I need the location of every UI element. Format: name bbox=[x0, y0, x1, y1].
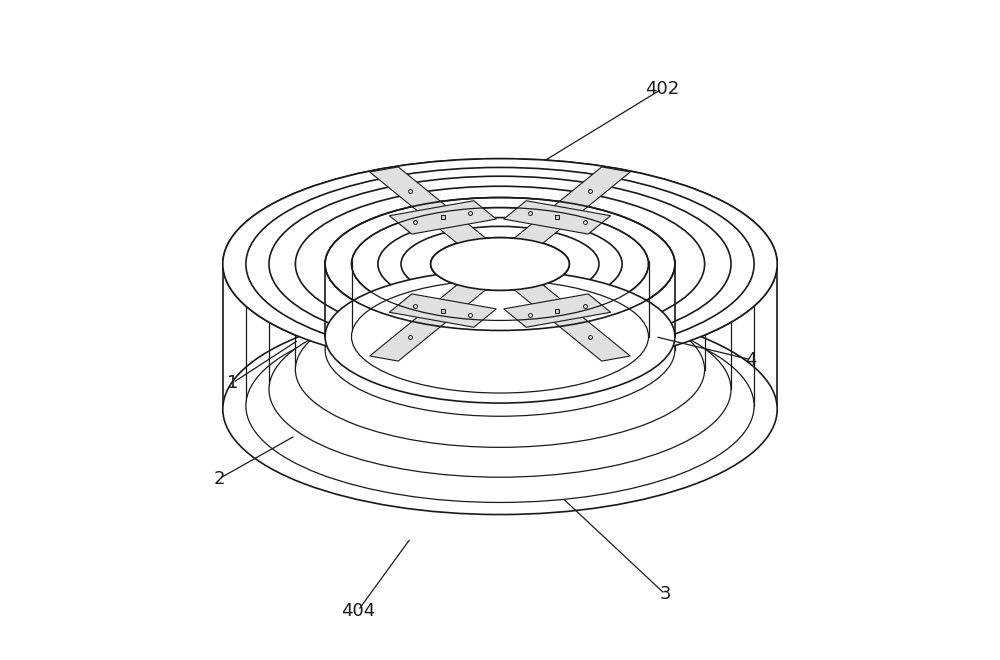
Ellipse shape bbox=[325, 283, 675, 416]
Polygon shape bbox=[389, 201, 496, 234]
Ellipse shape bbox=[325, 270, 675, 403]
Ellipse shape bbox=[223, 158, 777, 370]
Ellipse shape bbox=[246, 310, 754, 502]
Ellipse shape bbox=[223, 158, 777, 370]
Ellipse shape bbox=[295, 186, 705, 342]
Text: 2: 2 bbox=[214, 469, 225, 488]
Ellipse shape bbox=[269, 176, 731, 352]
Ellipse shape bbox=[431, 238, 569, 290]
Polygon shape bbox=[504, 201, 611, 234]
Ellipse shape bbox=[431, 238, 569, 290]
Polygon shape bbox=[370, 260, 516, 361]
Ellipse shape bbox=[378, 218, 622, 310]
Text: 404: 404 bbox=[341, 601, 375, 620]
Ellipse shape bbox=[352, 280, 648, 393]
Text: 4: 4 bbox=[745, 350, 757, 369]
Polygon shape bbox=[484, 260, 630, 361]
Polygon shape bbox=[389, 294, 496, 327]
Polygon shape bbox=[370, 167, 516, 268]
Text: 402: 402 bbox=[645, 80, 679, 98]
Ellipse shape bbox=[352, 207, 648, 321]
Ellipse shape bbox=[401, 226, 599, 302]
Ellipse shape bbox=[431, 238, 569, 290]
Ellipse shape bbox=[223, 304, 777, 515]
Ellipse shape bbox=[352, 280, 648, 393]
Text: 3: 3 bbox=[659, 585, 671, 603]
Polygon shape bbox=[504, 294, 611, 327]
Ellipse shape bbox=[269, 302, 731, 477]
Ellipse shape bbox=[246, 168, 754, 360]
Polygon shape bbox=[484, 167, 630, 268]
Ellipse shape bbox=[325, 197, 675, 331]
Ellipse shape bbox=[295, 292, 705, 447]
Text: 1: 1 bbox=[227, 374, 238, 392]
